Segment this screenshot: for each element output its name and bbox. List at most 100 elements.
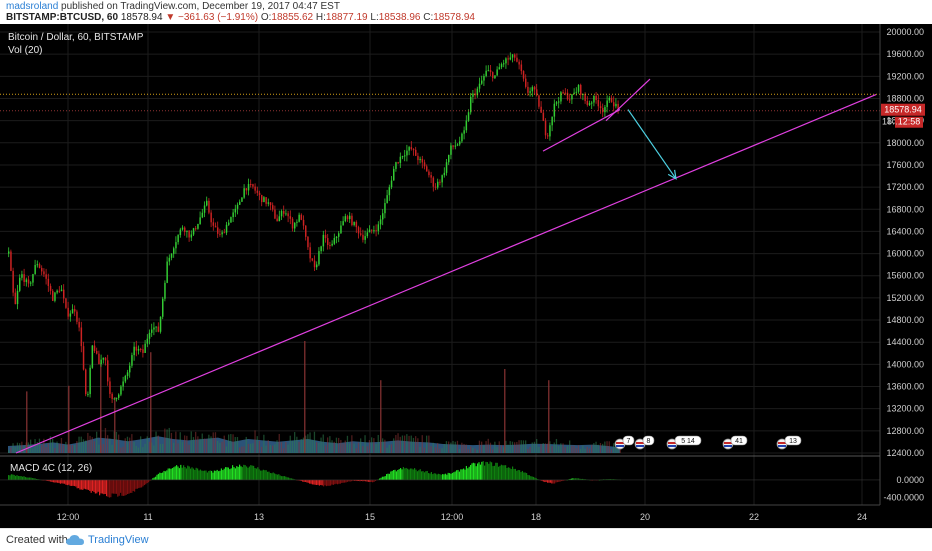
candle-body [573,92,575,95]
volume-bar [287,444,289,453]
volume-bar [173,442,175,453]
volume-bar [404,435,406,453]
volume-bar [408,435,410,453]
candle-body [461,133,463,142]
candle-body [267,202,270,204]
candle-body [232,212,234,218]
macd-histogram-bar [362,479,364,482]
macd-histogram-bar [164,471,166,480]
volume-legend[interactable]: Vol (20) [8,45,42,56]
candle-body [373,230,375,232]
macd-histogram-bar [275,474,277,480]
volume-bar [10,447,12,453]
macd-tick-label: 0.0000 [896,475,924,485]
volume-bar [265,445,267,453]
macd-histogram-bar [237,466,239,480]
volume-bar [454,441,456,453]
volume-bar [582,445,584,453]
price-badges: 18578.94 12:5818… [881,103,925,128]
candle-body [190,234,193,238]
countdown-badge [895,116,923,128]
macd-histogram-bar [330,479,332,486]
macd-legend[interactable]: MACD 4C (12, 26) [10,463,92,474]
macd-histogram-bar [271,473,273,480]
candle-body [419,158,421,161]
candle-body [555,102,558,104]
candle-body [599,106,602,108]
price-tick-label: 20000.00 [886,27,924,37]
macd-histogram-bar [202,470,204,480]
author-link[interactable]: madsroland [6,1,59,12]
macd-histogram-bar [348,479,350,482]
macd-histogram-bar [51,479,53,483]
volume-bar [536,438,538,453]
volume-bar [591,444,593,453]
candle-body [118,394,120,398]
candle-body [613,102,615,107]
macd-histogram-bar [380,477,382,480]
candle-body [349,215,351,220]
macd-histogram-bar [563,479,565,481]
price-tick-label: 19200.00 [886,71,924,81]
macd-histogram-bar [327,479,329,486]
macd-histogram-bar [117,479,119,497]
candle-body [256,190,259,193]
macd-histogram-bar [212,472,214,480]
macd-histogram-bar [439,474,441,480]
volume-bar [256,436,258,453]
last-price-badge-value: 18578.94 [884,105,922,115]
candle-body [610,97,613,103]
chart-title-legend[interactable]: Bitcoin / Dollar, 60, BITSTAMP [8,32,144,43]
macd-histogram-bar [387,473,389,480]
candle-body [258,192,261,196]
volume-bar [278,433,280,453]
volume-bar [144,443,146,453]
macd-histogram-bar [464,469,466,480]
event-flag-stripe [724,442,732,444]
candle-body [496,69,498,76]
macd-histogram-bar [59,479,61,484]
candle-body [96,350,98,354]
macd-histogram-bar [351,479,353,482]
high-label: H: [315,12,326,23]
candle-body [360,233,362,235]
macd-histogram-bar [58,479,60,484]
time-axis-panel[interactable] [0,505,880,528]
macd-histogram-bar [261,470,263,480]
macd-histogram-bar [398,469,400,480]
tradingview-brand[interactable]: TradingView [88,534,149,546]
volume-bar [478,440,481,453]
macd-histogram-bar [159,472,161,480]
candle-body [49,285,52,291]
macd-histogram-bar [65,479,67,485]
volume-bar [503,447,505,453]
candle-body [476,88,479,96]
volume-bar [483,445,485,453]
candle-body [223,232,226,234]
macd-histogram-bar [456,470,458,480]
volume-bar [465,444,467,453]
candle-body [219,233,221,235]
volume-bar [331,440,333,453]
macd-histogram-bar [475,466,477,480]
volume-bar [525,440,527,453]
volume-bar [527,448,529,453]
volume-bar [553,442,555,453]
event-flag-stripe [636,442,644,444]
macd-histogram-bar [17,475,19,480]
candle-body [553,103,556,117]
candle-body [426,166,428,172]
macd-histogram-bar [423,472,425,480]
macd-histogram-bar [328,479,330,486]
volume-bar [85,440,87,453]
last-price-badge [881,103,925,116]
candle-body [465,120,468,131]
macd-histogram-bar [579,478,581,480]
macd-histogram-bar [373,479,375,482]
macd-layer [0,461,880,498]
candle-body [527,86,529,93]
price-chart[interactable]: 7 8 5 14 41 13 20000.00 19600.00 19200.00 18800… [0,24,932,528]
candle-body [412,149,415,151]
candle-body [448,154,450,163]
macd-histogram-bar [318,479,320,486]
